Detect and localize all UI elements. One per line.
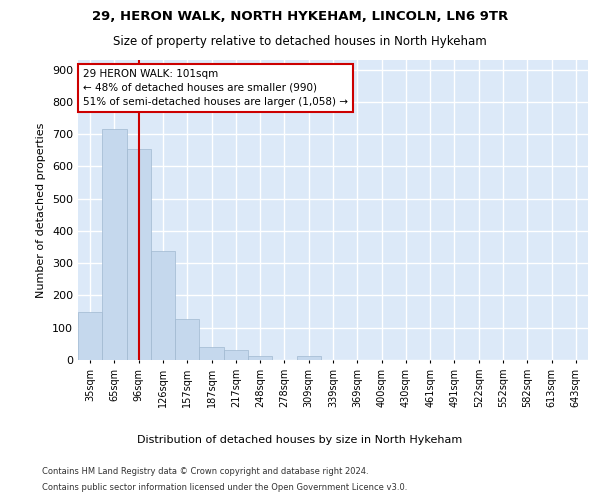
Y-axis label: Number of detached properties: Number of detached properties <box>37 122 46 298</box>
Text: Contains HM Land Registry data © Crown copyright and database right 2024.: Contains HM Land Registry data © Crown c… <box>42 468 368 476</box>
Text: Size of property relative to detached houses in North Hykeham: Size of property relative to detached ho… <box>113 35 487 48</box>
Bar <box>224 350 248 360</box>
Bar <box>151 251 175 360</box>
Bar <box>199 347 224 360</box>
Bar <box>248 356 272 360</box>
Text: 29 HERON WALK: 101sqm
← 48% of detached houses are smaller (990)
51% of semi-det: 29 HERON WALK: 101sqm ← 48% of detached … <box>83 69 348 107</box>
Bar <box>296 356 321 360</box>
Text: 29, HERON WALK, NORTH HYKEHAM, LINCOLN, LN6 9TR: 29, HERON WALK, NORTH HYKEHAM, LINCOLN, … <box>92 10 508 23</box>
Text: Distribution of detached houses by size in North Hykeham: Distribution of detached houses by size … <box>137 435 463 445</box>
Bar <box>78 312 102 360</box>
Bar <box>102 130 127 360</box>
Bar <box>175 318 199 360</box>
Bar <box>127 148 151 360</box>
Text: Contains public sector information licensed under the Open Government Licence v3: Contains public sector information licen… <box>42 482 407 492</box>
